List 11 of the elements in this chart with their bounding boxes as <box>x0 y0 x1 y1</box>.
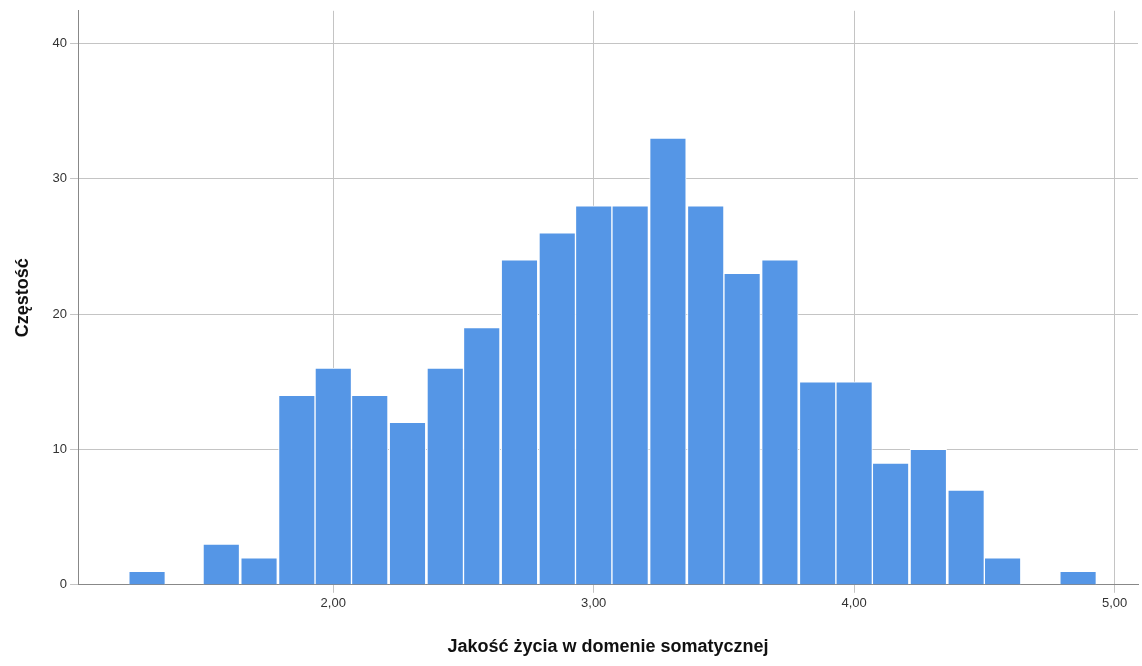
y-tick-label: 40 <box>52 34 68 50</box>
y-tick-label: 30 <box>52 170 68 186</box>
y-tick-label: 0 <box>59 576 68 592</box>
x-tick-label: 5,00 <box>1101 595 1128 611</box>
y-tick-label: 10 <box>52 441 68 456</box>
x-tick-label: 4,00 <box>841 595 867 611</box>
y-axis-title: Częstość <box>11 258 32 338</box>
x-tick-label: 3,00 <box>581 595 607 611</box>
x-axis-title: Jakość życia w domenie somatycznej <box>447 636 769 657</box>
x-tick-label: 2,00 <box>320 595 346 611</box>
y-tick-label: 20 <box>52 305 68 321</box>
